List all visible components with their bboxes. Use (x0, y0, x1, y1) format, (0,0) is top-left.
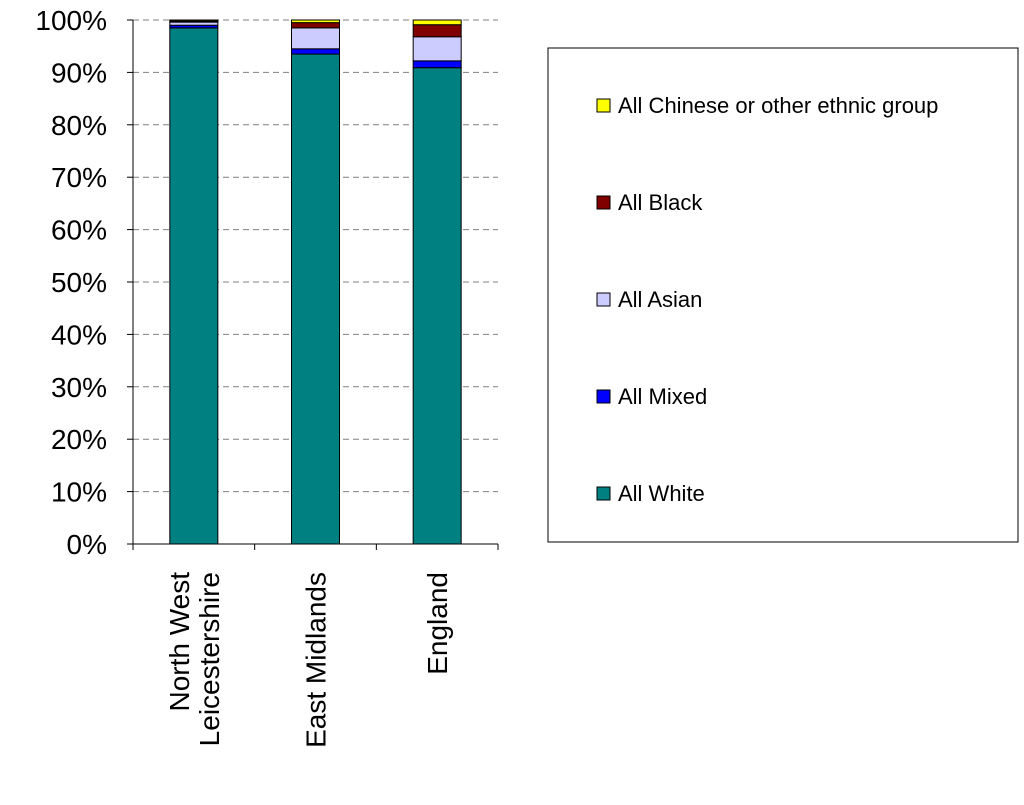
x-category-label: North West (164, 572, 195, 712)
y-tick-label: 80% (51, 110, 107, 141)
bar-segment (291, 27, 340, 50)
axes (127, 19, 499, 550)
bar-segment (291, 48, 340, 55)
legend-swatch (596, 292, 611, 307)
legend-box (547, 47, 1019, 543)
y-tick-label: 90% (51, 57, 107, 88)
x-axis-category-labels: North West Leicestershire East Midlands Eng… (164, 572, 453, 748)
legend-label: All White (618, 481, 705, 506)
bar-segment (291, 22, 340, 29)
bar-segment (169, 19, 219, 22)
bar-segment (412, 67, 462, 545)
bar-segment (412, 60, 462, 69)
y-tick-label: 10% (51, 477, 107, 508)
y-tick-label: 0% (67, 529, 107, 560)
x-category-label: Leicestershire (194, 572, 225, 746)
legend-label: All Black (618, 190, 703, 215)
bar-segment (291, 53, 340, 545)
bar-segment (412, 19, 462, 26)
legend-swatch (596, 486, 611, 501)
legend-swatch (596, 195, 611, 210)
y-tick-label: 60% (51, 215, 107, 246)
bar-segment (412, 24, 462, 38)
legend-swatch (596, 98, 611, 113)
y-tick-label: 50% (51, 267, 107, 298)
bar-segment (169, 27, 219, 545)
legend-label: All Asian (618, 287, 702, 312)
y-tick-label: 40% (51, 319, 107, 350)
x-category-label: East Midlands (301, 572, 332, 748)
legend-label: All Chinese or other ethnic group (618, 93, 938, 118)
bars (169, 19, 462, 545)
y-tick-label: 70% (51, 162, 107, 193)
x-category-label: England (422, 572, 453, 675)
y-tick-label: 30% (51, 372, 107, 403)
legend-swatch (596, 389, 611, 404)
legend-label: All Mixed (618, 384, 707, 409)
y-axis-tick-labels: 0% 10% 20% 30% 40% 50% 60% 70% 80% 90% 100% (35, 5, 107, 560)
bar-segment (291, 19, 340, 24)
bar-segment (412, 36, 462, 62)
y-tick-label: 100% (35, 5, 107, 36)
y-tick-label: 20% (51, 424, 107, 455)
legend: All Chinese or other ethnic group All Bla… (547, 47, 1019, 543)
